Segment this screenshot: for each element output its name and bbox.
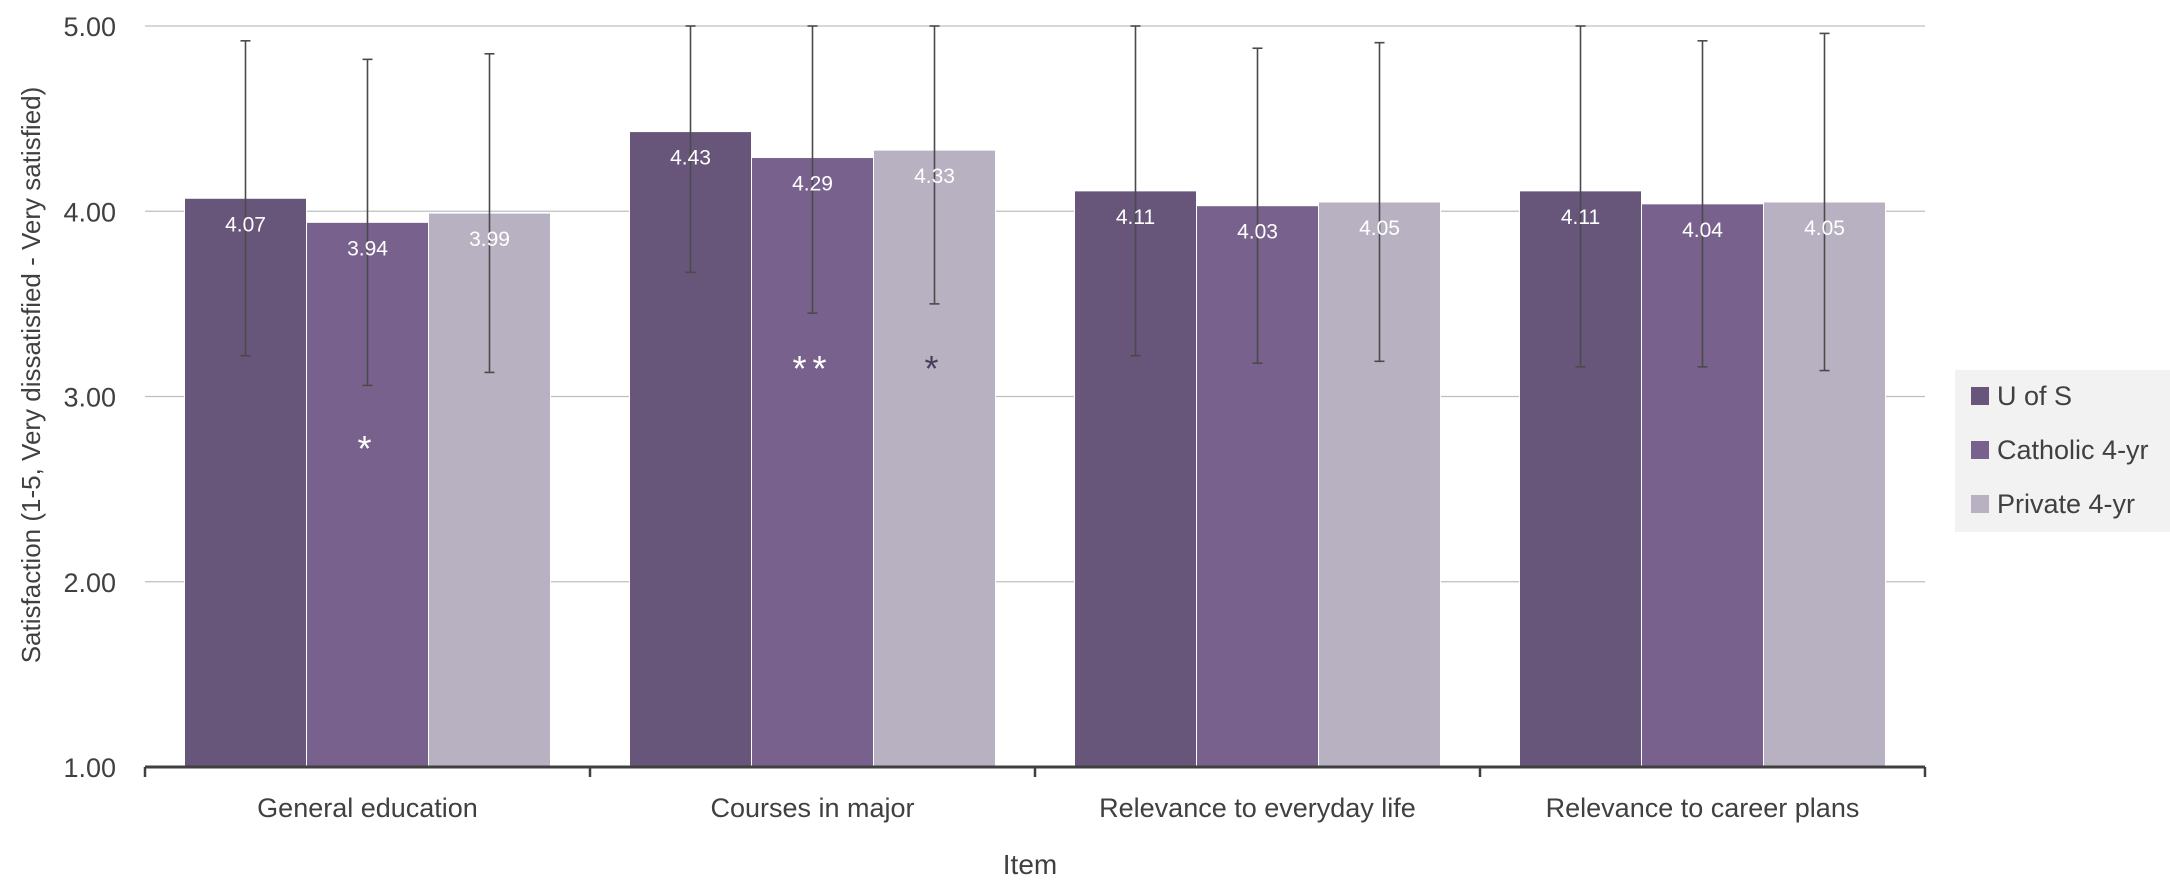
y-tick-label: 1.00 [63, 753, 116, 783]
y-tick-label: 4.00 [63, 197, 116, 227]
legend-swatch [1971, 387, 1989, 405]
axes [143, 765, 1927, 777]
data-label: 4.05 [1804, 217, 1845, 240]
data-label: 4.43 [670, 147, 711, 170]
data-label: 4.29 [792, 173, 833, 196]
data-label: 4.04 [1682, 219, 1723, 242]
data-label: 4.05 [1359, 217, 1400, 240]
x-tick-label: Courses in major [710, 793, 914, 823]
significance-marker: ** [792, 348, 832, 389]
y-tick-label: 2.00 [63, 568, 116, 598]
significance-marker: * [924, 348, 944, 389]
x-axis-title: Item [1003, 849, 1057, 880]
legend-swatch [1971, 495, 1989, 513]
data-label: 4.03 [1237, 221, 1278, 244]
y-tick-label: 3.00 [63, 383, 116, 413]
data-label: 4.11 [1561, 206, 1600, 229]
legend: U of S Catholic 4-yr Private 4-yr [1955, 370, 2170, 532]
bars [184, 131, 1886, 768]
data-label: 3.94 [347, 237, 388, 260]
data-label: 4.11 [1116, 206, 1155, 229]
tick-labels: 1.00 2.00 3.00 4.00 5.00 General education Cou… [63, 12, 1859, 823]
data-label: 3.99 [469, 228, 510, 251]
x-tick-label: General education [257, 793, 478, 823]
legend-label: Catholic 4-yr [1997, 435, 2149, 465]
y-tick-label: 5.00 [63, 12, 116, 42]
data-labels: 4.07 3.94 3.99 4.43 4.29 4.33 4.11 4.03 4.05 4.11… [225, 147, 1845, 261]
data-label: 4.33 [914, 165, 955, 188]
significance-markers: *** * [357, 348, 944, 469]
data-label: 4.07 [225, 213, 266, 236]
legend-box [1955, 370, 2170, 532]
legend-swatch [1971, 441, 1989, 459]
significance-marker: * [357, 428, 377, 469]
x-tick-label: Relevance to everyday life [1099, 793, 1416, 823]
legend-label: U of S [1997, 381, 2072, 411]
error-bars [240, 25, 1830, 387]
y-axis-title: Satisfaction (1-5, Very dissatisfied - V… [16, 87, 46, 664]
legend-label: Private 4-yr [1997, 489, 2135, 519]
x-tick-label: Relevance to career plans [1546, 793, 1860, 823]
